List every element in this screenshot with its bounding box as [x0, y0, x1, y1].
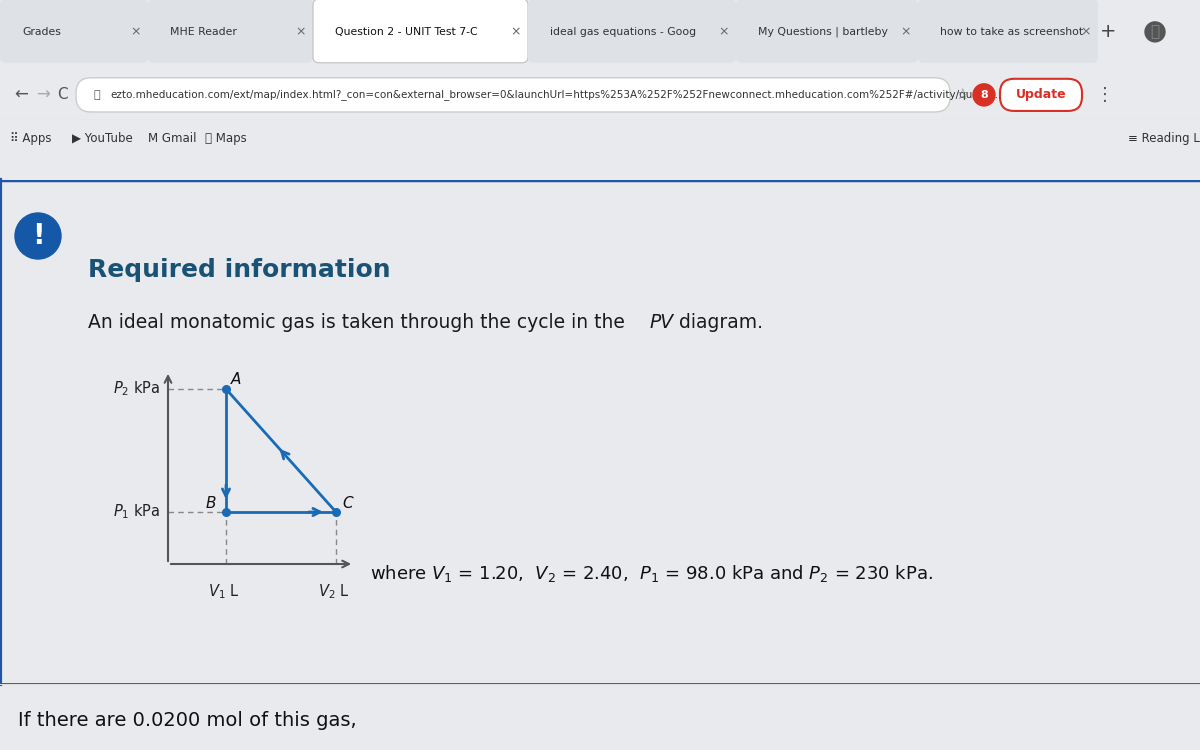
Text: C: C	[58, 88, 67, 103]
FancyBboxPatch shape	[736, 0, 918, 63]
FancyBboxPatch shape	[76, 78, 950, 112]
Text: $V_1$ L: $V_1$ L	[209, 582, 240, 601]
Text: M Gmail: M Gmail	[148, 132, 197, 145]
Text: MHE Reader: MHE Reader	[170, 27, 236, 37]
Text: $P_1$ kPa: $P_1$ kPa	[113, 503, 160, 521]
Text: 🔒: 🔒	[94, 90, 101, 100]
Text: where $V_1$ = 1.20,  $V_2$ = 2.40,  $P_1$ = 98.0 kPa and $P_2$ = 230 kPa.: where $V_1$ = 1.20, $V_2$ = 2.40, $P_1$ …	[370, 563, 932, 584]
FancyBboxPatch shape	[528, 0, 736, 63]
Text: Question 2 - UNIT Test 7-C: Question 2 - UNIT Test 7-C	[335, 27, 478, 37]
Circle shape	[1145, 22, 1165, 42]
Text: PV: PV	[649, 313, 673, 332]
Text: Update: Update	[1015, 88, 1067, 101]
Text: $P_2$ kPa: $P_2$ kPa	[113, 380, 160, 398]
FancyBboxPatch shape	[918, 0, 1098, 63]
Text: A: A	[230, 371, 241, 386]
Text: If there are 0.0200 mol of this gas,: If there are 0.0200 mol of this gas,	[18, 710, 356, 730]
Text: 🗺 Maps: 🗺 Maps	[205, 132, 247, 145]
Text: ⠿ Apps: ⠿ Apps	[10, 132, 52, 145]
FancyBboxPatch shape	[1000, 79, 1082, 111]
Text: ☆: ☆	[955, 88, 968, 103]
Text: ×: ×	[719, 26, 730, 38]
Text: ×: ×	[901, 26, 911, 38]
Text: 8: 8	[980, 90, 988, 100]
Text: My Questions | bartleby: My Questions | bartleby	[758, 27, 888, 38]
Text: how to take as screenshot: how to take as screenshot	[940, 27, 1084, 37]
Text: $V_2$ L: $V_2$ L	[318, 582, 349, 601]
Text: ⦿: ⦿	[1151, 25, 1159, 40]
Text: ×: ×	[1081, 26, 1091, 38]
Text: +: +	[1099, 22, 1116, 41]
Text: An ideal monatomic gas is taken through the cycle in the: An ideal monatomic gas is taken through …	[88, 313, 631, 332]
Text: ideal gas equations - Goog: ideal gas equations - Goog	[550, 27, 696, 37]
FancyBboxPatch shape	[148, 0, 313, 63]
Text: B: B	[206, 496, 216, 512]
Text: ≡ Reading List: ≡ Reading List	[1128, 132, 1200, 145]
Text: diagram.: diagram.	[673, 313, 763, 332]
Circle shape	[14, 213, 61, 259]
FancyBboxPatch shape	[0, 0, 148, 63]
Text: →: →	[36, 86, 50, 104]
Text: Grades: Grades	[22, 27, 61, 37]
Text: ×: ×	[131, 26, 142, 38]
Text: !: !	[31, 222, 44, 250]
Text: Required information: Required information	[88, 258, 391, 282]
Text: ⋮: ⋮	[1096, 86, 1114, 104]
Text: ×: ×	[511, 26, 521, 38]
Text: ×: ×	[295, 26, 306, 38]
Text: ezto.mheducation.com/ext/map/index.html?_con=con&external_browser=0&launchUrl=ht: ezto.mheducation.com/ext/map/index.html?…	[110, 89, 1002, 101]
Text: ←: ←	[14, 86, 28, 104]
Circle shape	[973, 84, 995, 106]
FancyBboxPatch shape	[313, 0, 528, 63]
Text: C: C	[342, 496, 353, 512]
Text: ▶ YouTube: ▶ YouTube	[72, 132, 133, 145]
